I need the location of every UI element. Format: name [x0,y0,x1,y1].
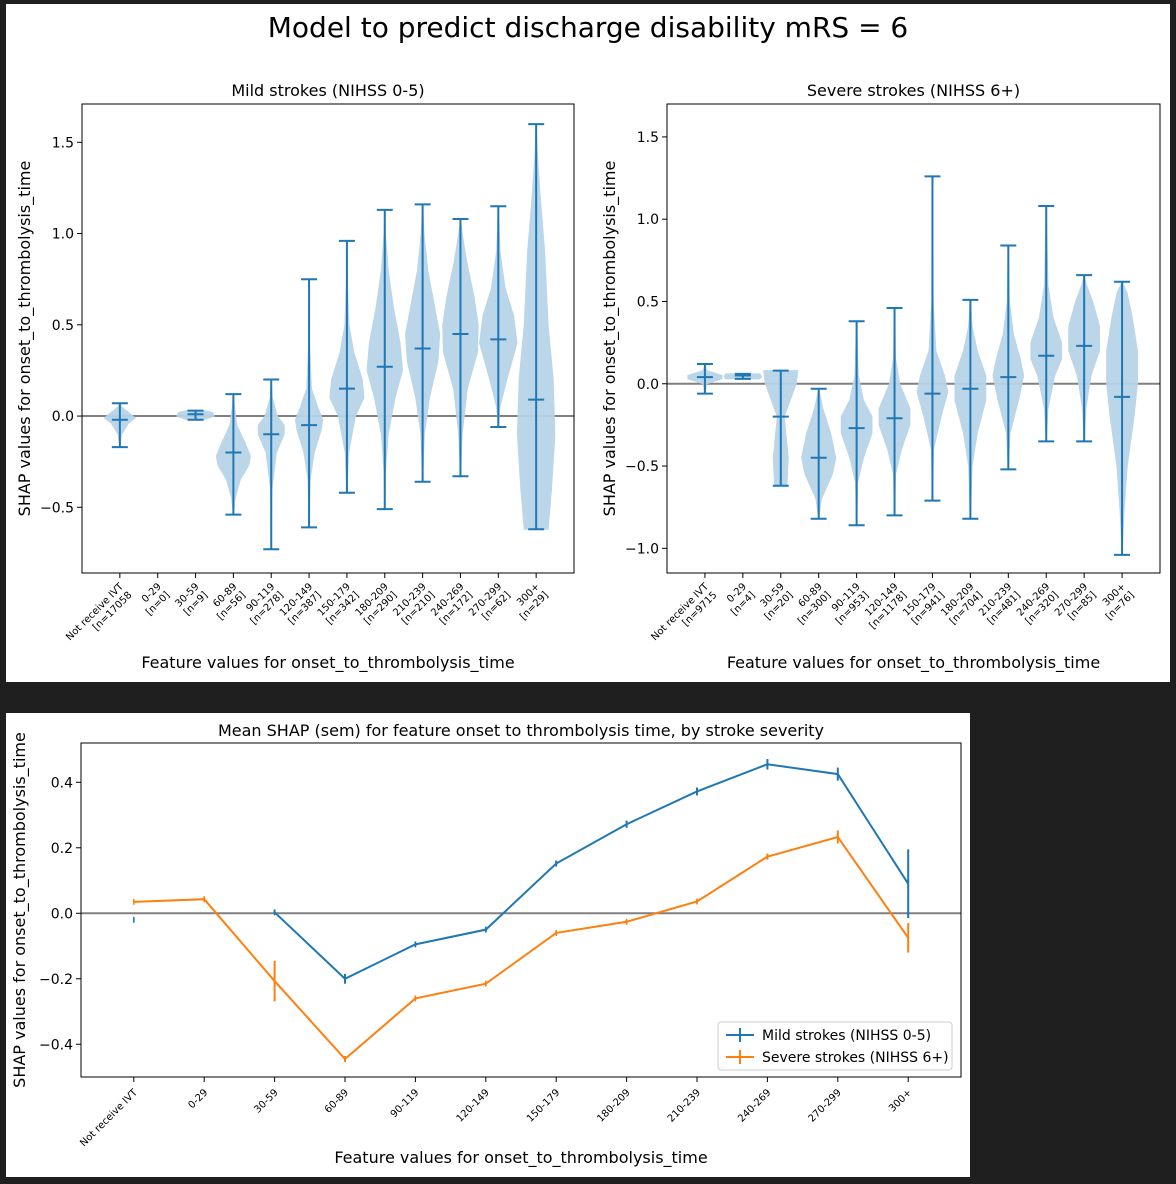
x-tick-label: 180-209[n=704] [939,581,985,627]
y-tick-label: 0.4 [51,775,73,791]
x-tick-label: 300+ [887,1087,914,1114]
x-tick-label: 150-179[n=342] [316,581,362,627]
y-tick-label: −0.4 [39,1037,73,1053]
legend-box [717,1021,953,1071]
x-tick-label: 120-149[n=387] [278,581,324,627]
x-tick-label: 180-209[n=290] [354,581,400,627]
y-axis-label: SHAP values for onset_to_thrombolysis_ti… [600,161,620,517]
y-tick-label: 0.0 [52,409,74,425]
x-tick-label: 240-269 [736,1087,773,1124]
x-tick-label: 150-179[n=941] [901,581,947,627]
x-tick-label: 300+[n=76] [1095,581,1136,622]
y-tick-label: 1.5 [52,135,74,151]
series-line [133,835,910,1061]
legend-label: Mild strokes (NIHSS 0-5) [762,1028,931,1044]
y-tick-label: −0.5 [40,500,74,516]
plot-frame [80,742,962,1078]
x-axis-label: Feature values for onset_to_thrombolysis… [141,653,514,673]
y-tick-label: 0.0 [637,377,659,393]
violin-figure: Model to predict discharge disability mR… [15,11,1161,673]
legend: Mild strokes (NIHSS 0-5) Severe strokes (… [717,1021,953,1071]
x-tick-label: Not receive IVT [78,1087,140,1149]
x-tick-label: 90-119[n=953] [826,581,872,627]
x-tick-label: 60-89[n=300] [788,581,834,627]
figure-title: Model to predict discharge disability mR… [268,11,909,44]
x-tick-label: 30-59[n=20] [754,581,795,622]
plot-frame [81,103,575,574]
y-tick-label: 0.0 [51,906,73,922]
x-tick-label: 60-89[n=56] [207,581,248,622]
y-axis-label: SHAP values for onset_to_thrombolysis_ti… [15,161,35,517]
y-axis-label: SHAP values for onset_to_thrombolysis_ti… [10,732,30,1088]
x-tick-label: Not receive IVT[n=17058 [64,581,135,652]
axes-title: Severe strokes (NIHSS 6+) [807,81,1020,100]
y-tick-label: −1.0 [625,541,659,557]
y-tick-label: 1.0 [637,212,659,228]
x-tick-label: 270-299[n=62] [467,581,513,627]
x-tick-label: 30-59 [252,1087,280,1115]
x-tick-label: 240-269[n=172] [429,581,475,627]
x-tick-label: 150-179 [525,1087,562,1124]
x-tick-label: 210-239[n=210] [391,581,437,627]
x-tick-label: 210-239 [666,1087,703,1124]
x-tick-label: 120-149[n=1178] [859,581,909,631]
plot-frame [666,103,1161,574]
x-tick-label: 270-299[n=85] [1053,581,1099,627]
x-tick-label: 90-119[n=278] [240,581,286,627]
y-tick-label: 0.5 [52,318,74,334]
x-tick-label: 0-29 [186,1087,210,1111]
x-tick-label: 120-149 [455,1087,492,1124]
y-tick-label: 0.2 [51,841,73,857]
y-tick-label: 1.5 [637,130,659,146]
x-tick-label: 30-59[n=9] [173,581,210,618]
severe-strokes-violin-chart: −1.0 −0.5 0.0 0.5 1.0 1.5 Not receive IVT[n=97… [600,81,1161,673]
x-tick-label: 60-89 [323,1087,351,1115]
y-tick-label: −0.2 [39,972,73,988]
violin-figure-panel: Model to predict discharge disability mR… [6,4,1170,682]
x-tick-label: 240-269[n=320] [1015,581,1061,627]
y-tick-label: −0.5 [625,459,659,475]
legend-label: Severe strokes (NIHSS 6+) [762,1050,949,1066]
x-tick-label: 210-239[n=481] [977,581,1023,627]
y-tick-label: 0.5 [637,294,659,310]
x-tick-label: 300+[n=29] [510,581,551,622]
series-line [273,763,910,980]
mean-shap-line-chart: −0.4 −0.2 0.0 0.2 0.4 Not receive IVT 0-29 30-5… [10,721,962,1168]
x-tick-label: 0-29[n=0] [136,581,173,618]
mild-strokes-violin-chart: −0.5 0.0 0.5 1.0 1.5 Not receive IVT[n=17058 0… [15,81,575,673]
x-axis-label: Feature values for onset_to_thrombolysis… [727,653,1100,673]
x-tick-label: 0-29[n=4] [721,581,758,618]
axes-title: Mean SHAP (sem) for feature onset to thr… [218,721,824,740]
x-axis-label: Feature values for onset_to_thrombolysis… [334,1148,707,1168]
x-tick-label: 90-119 [389,1087,422,1120]
x-tick-label: 180-209 [595,1087,632,1124]
y-tick-label: 1.0 [52,227,74,243]
mean-shap-axes: −0.4 −0.2 0.0 0.2 0.4 Not receive IVT 0-29 30-5… [10,721,962,1168]
x-tick-label: Not receive IVT[n=9715 [649,581,720,652]
x-tick-label: 270-299 [807,1087,844,1124]
mean-shap-line-panel: −0.4 −0.2 0.0 0.2 0.4 Not receive IVT 0-29 30-5… [6,713,970,1177]
axes-title: Mild strokes (NIHSS 0-5) [231,81,424,100]
